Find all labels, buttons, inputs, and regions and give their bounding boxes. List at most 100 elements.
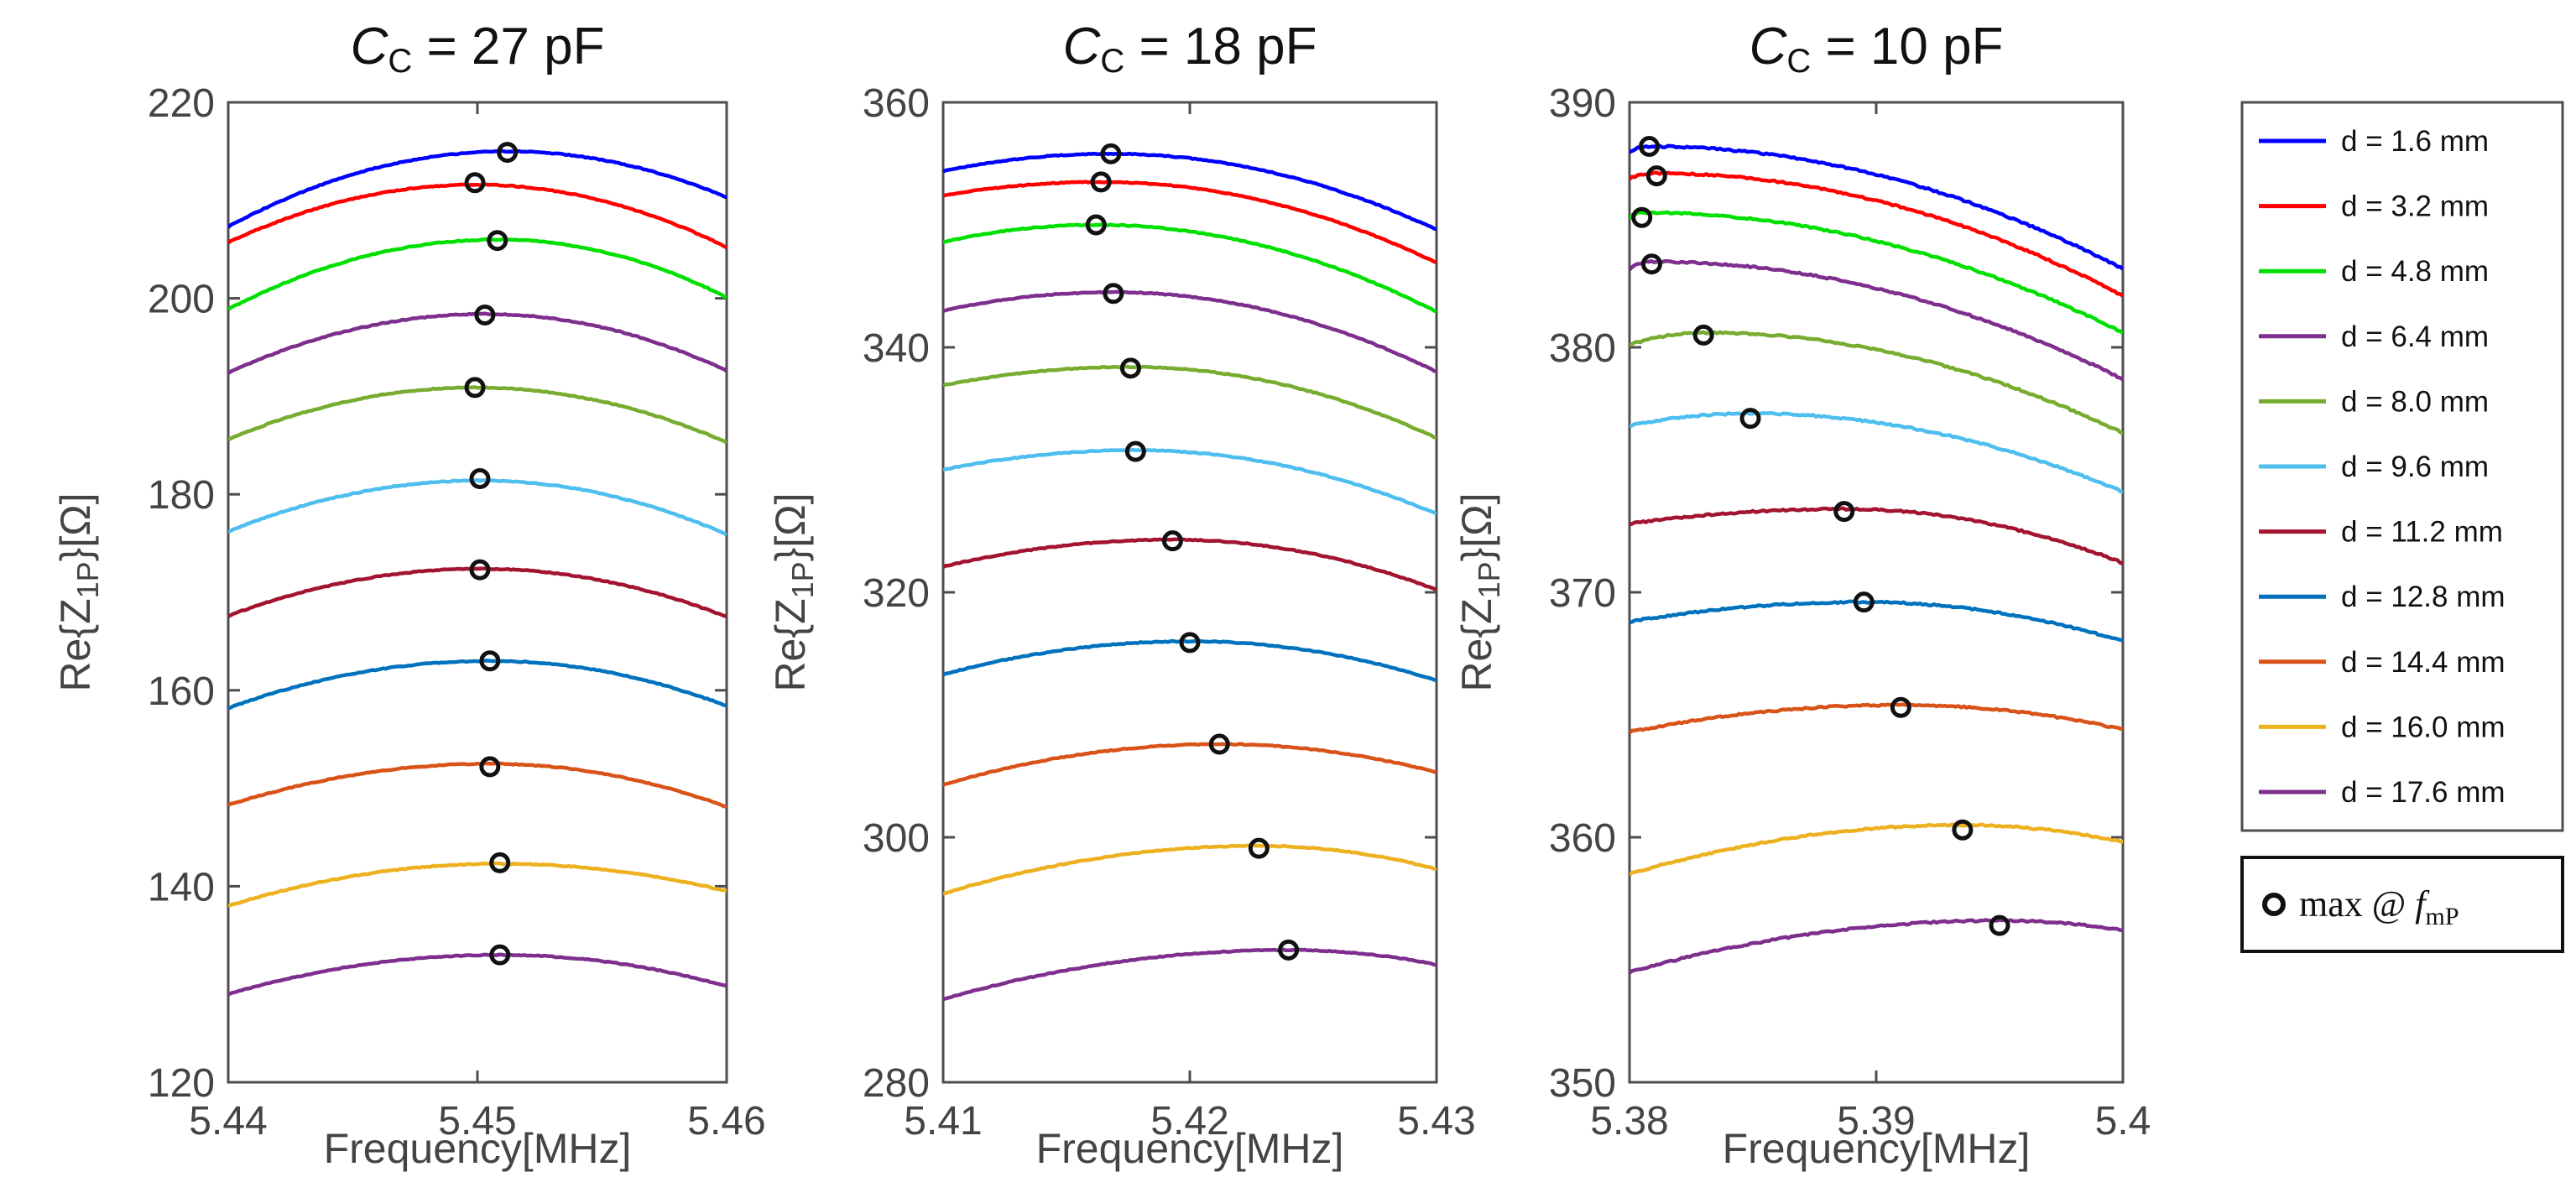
x-tick-label: 5.4 [2095,1099,2151,1144]
y-tick-label: 200 [148,278,215,322]
series-line-10 [1630,822,2123,877]
x-axis-label: Frequency[MHz] [1723,1125,2031,1172]
max-marker-5 [464,377,486,399]
x-tick-label: 5.39 [1837,1099,1915,1144]
x-tick-label: 5.44 [189,1099,267,1144]
series-line-3 [228,237,727,311]
chart-title: CC = 18 pF [1063,18,1317,80]
x-tick-label: 5.45 [438,1099,516,1144]
max-marker-1 [497,142,519,164]
y-axis-label: Re{Z1P}[Ω] [767,492,820,691]
series-line-10 [943,843,1437,896]
series-line-11 [228,952,727,997]
max-marker-2 [1645,165,1667,187]
legend-entry-5: d = 8.0 mm [2341,385,2489,418]
legend-entry-3: d = 4.8 mm [2341,255,2489,288]
series-line-3 [943,222,1437,314]
y-tick-label: 360 [1549,816,1616,861]
max-marker-8 [1853,591,1875,613]
series-line-9 [1630,702,2123,735]
max-marker-11 [489,944,511,966]
max-marker-1 [1100,143,1122,164]
y-axis-label: Re{Z1P}[Ω] [52,492,105,691]
legend-entry-7: d = 11.2 mm [2341,516,2503,549]
legend-entry-2: d = 3.2 mm [2341,190,2489,223]
x-tick-label: 5.46 [687,1099,765,1144]
max-marker-8 [479,650,501,672]
marker-legend-label: max @ fmP [2299,883,2459,930]
series-layer [943,151,1437,1002]
legend-entry-1: d = 1.6 mm [2341,125,2489,158]
series-line-11 [943,947,1437,1002]
series-line-5 [228,385,727,445]
y-tick-label: 140 [148,865,215,909]
y-tick-label: 280 [863,1061,930,1106]
y-tick-label: 390 [1549,81,1616,126]
y-tick-label: 370 [1549,571,1616,616]
y-tick-label: 300 [863,816,930,861]
legend-entry-9: d = 14.4 mm [2341,646,2506,679]
y-tick-label: 320 [863,571,930,616]
chart-title: CC = 27 pF [351,18,605,80]
max-marker-7 [1161,530,1183,552]
max-marker-7 [469,559,491,581]
x-tick-label: 5.43 [1397,1099,1475,1144]
max-marker-2 [464,172,486,194]
series-line-6 [228,478,727,537]
marker-legend-symbol [2262,893,2286,916]
max-marker-9 [1208,733,1230,755]
max-marker-4 [474,304,496,326]
y-axis-label: Re{Z1P}[Ω] [1453,492,1506,691]
max-marker-3 [1631,206,1653,228]
series-layer [1630,143,2123,975]
max-marker-4 [1103,283,1124,305]
max-marker-5 [1119,357,1141,379]
series-line-1 [943,151,1437,232]
series-line-5 [943,364,1437,440]
max-marker-5 [1692,324,1714,346]
series-line-4 [943,289,1437,374]
series-line-7 [1630,506,2123,566]
series-line-8 [943,638,1437,683]
legend-entry-6: d = 9.6 mm [2341,451,2489,483]
marker-legend-box [2240,856,2564,953]
max-marker-11 [1989,914,2010,936]
max-marker-10 [489,852,511,873]
y-tick-label: 120 [148,1061,215,1106]
series-layer [228,148,727,997]
plot-area-frame [1628,101,2125,1084]
series-line-8 [1630,599,2123,643]
series-line-2 [1630,170,2123,298]
max-marker-9 [1890,696,1911,718]
series-line-11 [1630,918,2123,975]
legend-entry-10: d = 16.0 mm [2341,711,2506,743]
max-marker-2 [1090,171,1112,193]
series-line-2 [943,180,1437,265]
max-marker-6 [469,468,491,490]
series-line-10 [228,861,727,909]
y-tick-label: 180 [148,473,215,518]
x-axis-label: Frequency[MHz] [324,1125,632,1172]
series-line-5 [1630,330,2123,435]
y-tick-label: 160 [148,669,215,714]
y-tick-label: 220 [148,81,215,126]
series-line-9 [943,742,1437,787]
plot-area-frame [941,101,1438,1084]
series-line-3 [1630,210,2123,335]
max-marker-3 [1085,214,1107,236]
max-marker-3 [487,230,508,252]
series-line-8 [228,659,727,711]
chart-panel-3: 350 360 370 380 390 5.38 5.39 5.4 CC = 10 pF Freq… [1453,18,2151,1172]
max-marker-6 [1124,440,1146,462]
series-line-6 [943,447,1437,516]
max-marker-11 [1278,939,1300,961]
max-marker-9 [479,756,501,778]
max-marker-4 [1640,253,1662,275]
series-line-7 [228,566,727,618]
series-line-9 [228,761,727,809]
legend: d = 1.6 mm d = 3.2 mm d = 4.8 mm d = 6.4 mm… [2240,101,2564,953]
max-marker-1 [1639,136,1661,158]
y-tick-label: 380 [1549,326,1616,371]
series-line-4 [1630,258,2123,382]
